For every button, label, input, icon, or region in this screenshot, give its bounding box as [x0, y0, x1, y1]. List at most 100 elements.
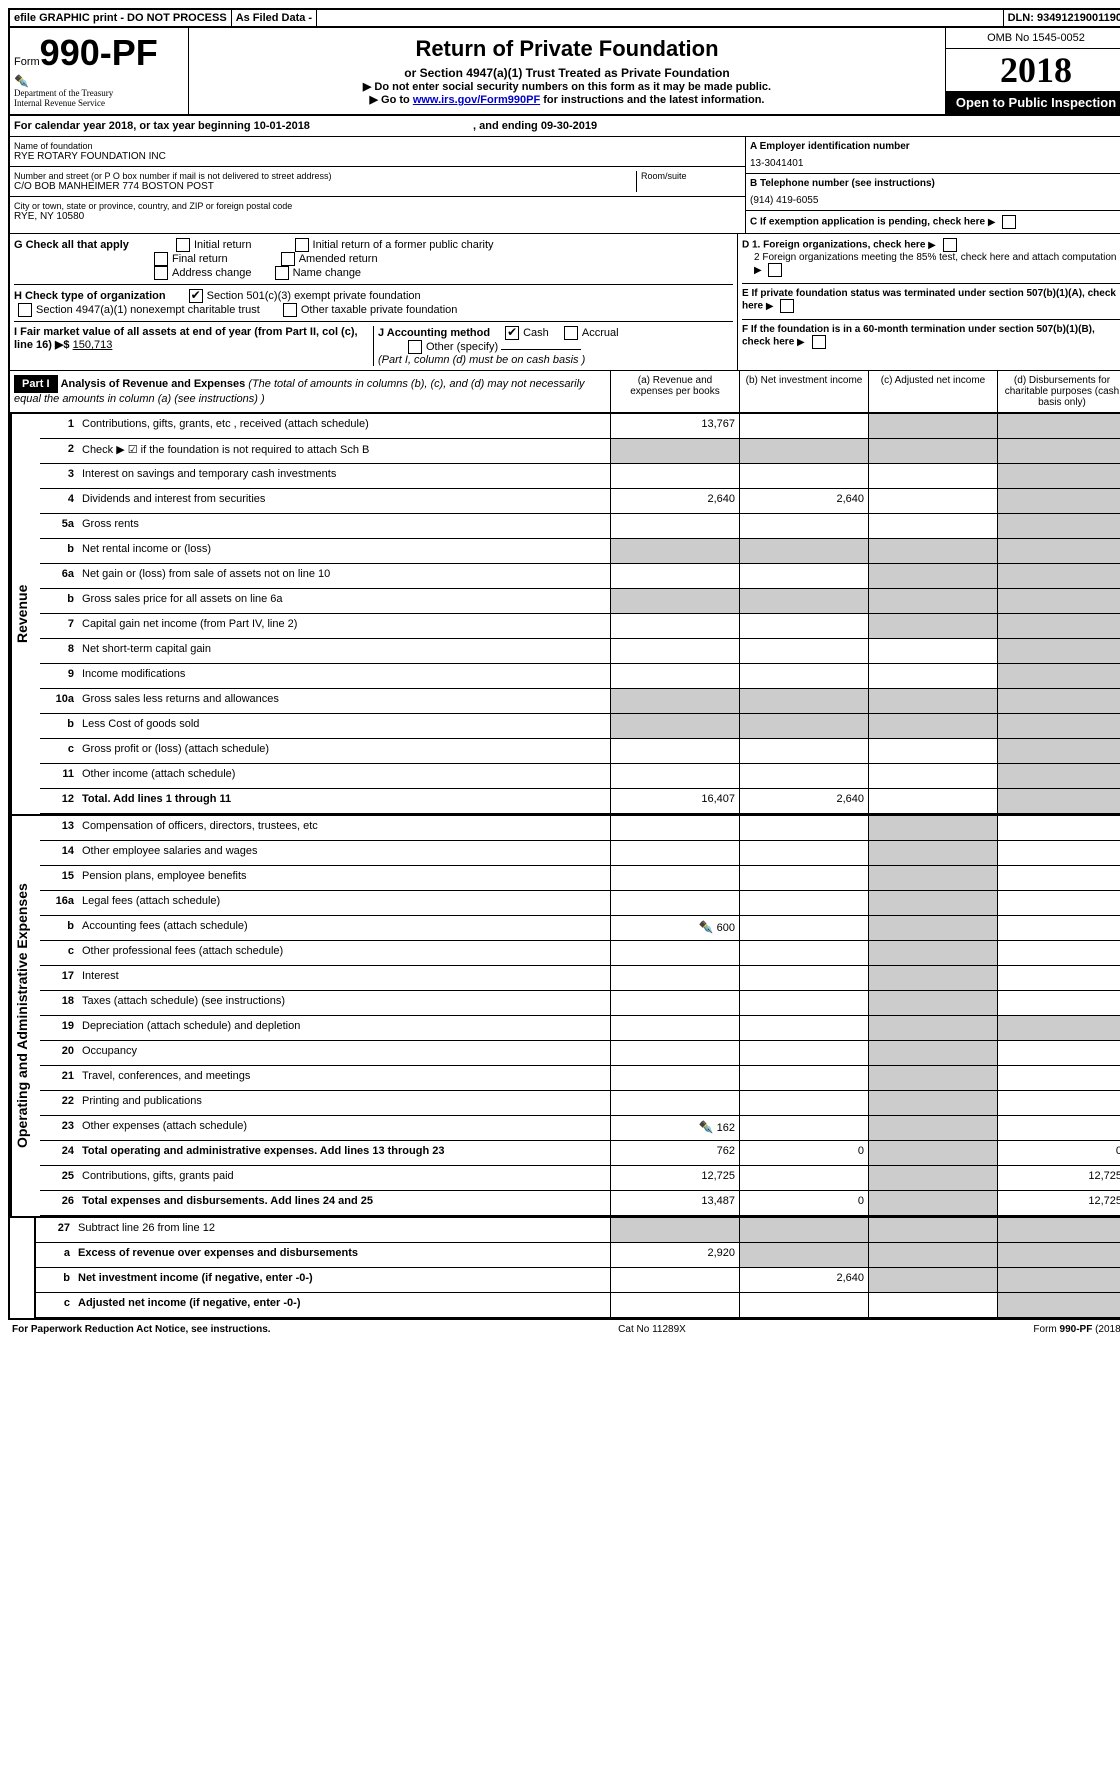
line-cell-a [611, 891, 740, 915]
cal-text1: For calendar year 2018, or tax year begi… [14, 120, 254, 132]
line-desc: Other income (attach schedule) [78, 764, 611, 788]
g5: Address change [172, 267, 252, 279]
cb-e[interactable] [780, 299, 794, 313]
line-l13: 13 Compensation of officers, directors, … [40, 816, 1120, 841]
line-desc: Less Cost of goods sold [78, 714, 611, 738]
cb-f[interactable] [812, 335, 826, 349]
line-cell-a [611, 1041, 740, 1065]
line-desc: Gross rents [78, 514, 611, 538]
line-desc: Dividends and interest from securities [78, 489, 611, 513]
footer-left: For Paperwork Reduction Act Notice, see … [12, 1324, 271, 1335]
line-cell-a: 13,487 [611, 1191, 740, 1215]
line-cell-d [998, 1218, 1120, 1242]
line-cell-c [869, 764, 998, 788]
line-l12: 12 Total. Add lines 1 through 11 16,407 … [40, 789, 1120, 814]
line-cell-c [869, 689, 998, 713]
check-right-col: D 1. Foreign organizations, check here ▶… [737, 234, 1120, 370]
instr-goto-suffix: for instructions and the latest informat… [540, 94, 764, 106]
cb-final[interactable] [154, 252, 168, 266]
cb-cash[interactable] [505, 326, 519, 340]
d-row: D 1. Foreign organizations, check here ▶… [742, 238, 1120, 284]
topbar-spacer [317, 10, 1004, 26]
line-cell-a [611, 1293, 740, 1317]
line-desc: Printing and publications [78, 1091, 611, 1115]
cb-accrual[interactable] [564, 326, 578, 340]
cb-4947[interactable] [18, 303, 32, 317]
line-cell-a [611, 1268, 740, 1292]
line-cell-a [611, 739, 740, 763]
address-value: C/O BOB MANHEIMER 774 BOSTON POST [14, 181, 636, 192]
asfiled-notice: As Filed Data - [232, 10, 317, 26]
line-cell-d [998, 414, 1120, 438]
line-cell-d [998, 614, 1120, 638]
cb-initial-former[interactable] [295, 238, 309, 252]
line-desc: Contributions, gifts, grants, etc , rece… [78, 414, 611, 438]
line-cell-a [611, 664, 740, 688]
line-cell-c [869, 664, 998, 688]
cb-namechange[interactable] [275, 266, 289, 280]
tel-row: B Telephone number (see instructions) (9… [746, 174, 1120, 211]
line-desc: Excess of revenue over expenses and disb… [74, 1243, 611, 1267]
cb-other-taxable[interactable] [283, 303, 297, 317]
c-checkbox[interactable] [1002, 215, 1016, 229]
line-num: 24 [40, 1141, 78, 1165]
line-l19: 19 Depreciation (attach schedule) and de… [40, 1016, 1120, 1041]
line-cell-c [869, 414, 998, 438]
cal-begin: 10-01-2018 [254, 120, 310, 132]
line-desc: Subtract line 26 from line 12 [74, 1218, 611, 1242]
line-l24: 24 Total operating and administrative ex… [40, 1141, 1120, 1166]
line-cell-d [998, 1116, 1120, 1140]
line-cell-b [740, 564, 869, 588]
line-cell-c [869, 841, 998, 865]
cb-d1[interactable] [943, 238, 957, 252]
line-num: 5a [40, 514, 78, 538]
line-cell-c [869, 1016, 998, 1040]
cb-address[interactable] [154, 266, 168, 280]
line-num: 7 [40, 614, 78, 638]
line-l5a: 5a Gross rents [40, 514, 1120, 539]
h1: Section 501(c)(3) exempt private foundat… [207, 290, 421, 302]
line-num: 3 [40, 464, 78, 488]
line-l4: 4 Dividends and interest from securities… [40, 489, 1120, 514]
line-cell-c [869, 966, 998, 990]
line-cell-b [740, 539, 869, 563]
omb-number: OMB No 1545-0052 [946, 28, 1120, 49]
line-cell-b [740, 966, 869, 990]
dln-value: 93491219001190 [1037, 12, 1120, 24]
line-cell-b [740, 941, 869, 965]
line-cell-b [740, 464, 869, 488]
line-l10a: 10a Gross sales less returns and allowan… [40, 689, 1120, 714]
cb-501c3[interactable] [189, 289, 203, 303]
e-row: E If private foundation status was termi… [742, 288, 1120, 320]
col-a-header: (a) Revenue and expenses per books [611, 371, 740, 412]
line-cell-b [740, 614, 869, 638]
line-num: 13 [40, 816, 78, 840]
line-cell-d [998, 539, 1120, 563]
name-right-col: A Employer identification number 13-3041… [745, 137, 1120, 233]
h2: Section 4947(a)(1) nonexempt charitable … [36, 304, 260, 316]
line-cell-d: 12,725 [998, 1166, 1120, 1190]
instr-goto: ▶ Go to www.irs.gov/Form990PF for instru… [193, 93, 941, 106]
revenue-side-label: Revenue [10, 414, 40, 814]
h-row: H Check type of organization Section 501… [14, 289, 733, 322]
cb-other-method[interactable] [408, 340, 422, 354]
form-code-block: Form990-PF [14, 32, 184, 74]
line-cell-c [869, 891, 998, 915]
irs-link[interactable]: www.irs.gov/Form990PF [413, 94, 540, 106]
line-cell-a: 762 [611, 1141, 740, 1165]
line-cell-a [611, 816, 740, 840]
line-l11: 11 Other income (attach schedule) [40, 764, 1120, 789]
cb-d2[interactable] [768, 263, 782, 277]
g-row: G Check all that apply Initial return In… [14, 238, 733, 285]
summary-table: 27 Subtract line 26 from line 12 a Exces… [10, 1218, 1120, 1318]
line-cell-b [740, 1293, 869, 1317]
d2-label: 2 Foreign organizations meeting the 85% … [754, 252, 1116, 263]
line-l27c: c Adjusted net income (if negative, ente… [36, 1293, 1120, 1318]
line-num: 2 [40, 439, 78, 463]
line-cell-c [869, 1116, 998, 1140]
cb-initial[interactable] [176, 238, 190, 252]
i-value: 150,713 [73, 339, 113, 351]
line-num: b [40, 539, 78, 563]
cb-amended[interactable] [281, 252, 295, 266]
line-l16c: c Other professional fees (attach schedu… [40, 941, 1120, 966]
